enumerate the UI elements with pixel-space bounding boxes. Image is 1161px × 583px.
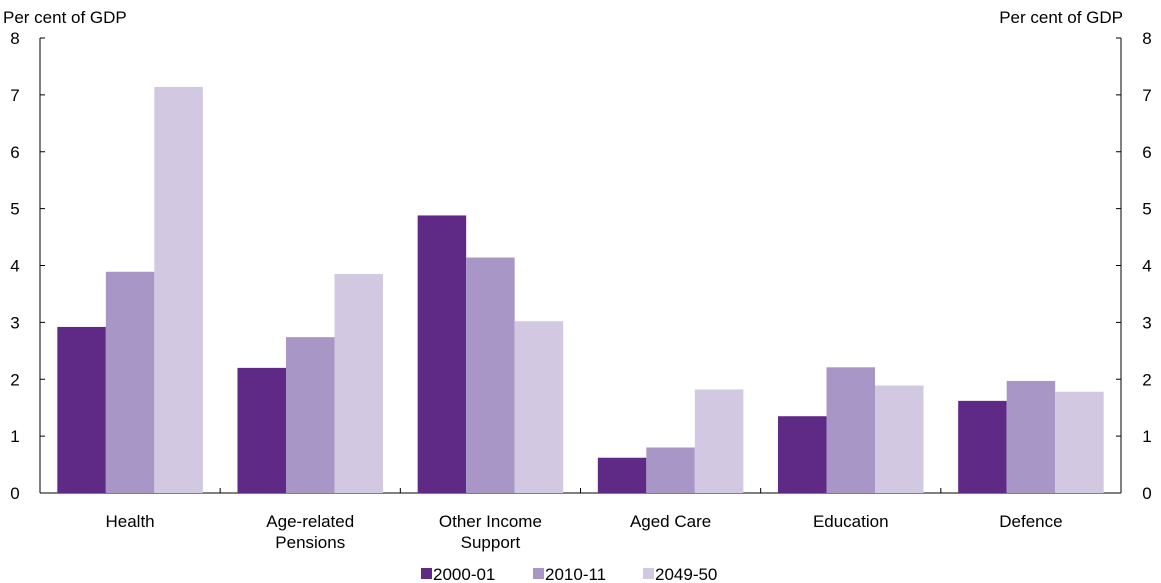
bar	[597, 457, 647, 493]
y-tick-label-left: 5	[10, 200, 19, 219]
category-label: Support	[461, 533, 521, 552]
bar	[694, 389, 744, 493]
bar	[514, 321, 564, 493]
y-tick-label-left: 3	[10, 313, 19, 332]
category-label: Other Income	[439, 512, 542, 531]
y-tick-label-right: 8	[1142, 29, 1151, 48]
bar	[778, 416, 827, 493]
y-tick-label-right: 7	[1142, 86, 1151, 105]
legend-swatch	[421, 568, 432, 579]
bar	[826, 367, 875, 493]
left-axis-unit-label: Per cent of GDP	[3, 8, 127, 27]
bar	[237, 367, 286, 493]
category-label: Aged Care	[630, 512, 711, 531]
y-tick-label-right: 4	[1142, 257, 1151, 276]
y-tick-label-right: 3	[1142, 313, 1151, 332]
y-tick-label-left: 0	[10, 484, 19, 503]
y-tick-label-right: 1	[1142, 427, 1151, 446]
y-tick-label-right: 2	[1142, 370, 1151, 389]
bar	[875, 385, 924, 493]
bar	[1006, 380, 1056, 493]
bar	[105, 271, 155, 493]
y-tick-label-left: 8	[10, 29, 19, 48]
legend-swatch	[643, 568, 654, 579]
legend-label: 2010-11	[545, 565, 606, 583]
bar	[57, 326, 106, 493]
bar	[1055, 391, 1104, 493]
bar	[334, 274, 383, 493]
y-tick-label-left: 4	[10, 257, 19, 276]
y-tick-label-left: 1	[10, 427, 19, 446]
y-tick-label-left: 2	[10, 370, 19, 389]
bar	[466, 257, 515, 493]
y-tick-label-right: 5	[1142, 200, 1151, 219]
bar	[286, 337, 335, 493]
category-label: Pensions	[275, 533, 345, 552]
y-tick-label-left: 6	[10, 143, 19, 162]
legend-label: 2000-01	[433, 565, 495, 583]
bar	[154, 86, 203, 493]
category-label: Age-related	[266, 512, 354, 531]
bar	[958, 400, 1007, 493]
plot-area: 0 0 1 1 2 2 3 3 4 4 5 5 6 6 7 7 8 8 Health Age-related Pensi…	[10, 29, 1151, 552]
category-label: Health	[106, 512, 155, 531]
category-label: Education	[813, 512, 889, 531]
bar	[646, 447, 695, 493]
legend-swatch	[533, 568, 544, 579]
y-tick-label-left: 7	[10, 86, 19, 105]
y-tick-label-right: 0	[1142, 484, 1151, 503]
legend-label: 2049-50	[655, 565, 717, 583]
y-tick-label-right: 6	[1142, 143, 1151, 162]
legend: 2000-01 2010-11 2049-50	[421, 565, 717, 583]
category-label: Defence	[999, 512, 1062, 531]
bar	[417, 215, 467, 493]
right-axis-unit-label: Per cent of GDP	[999, 8, 1123, 27]
